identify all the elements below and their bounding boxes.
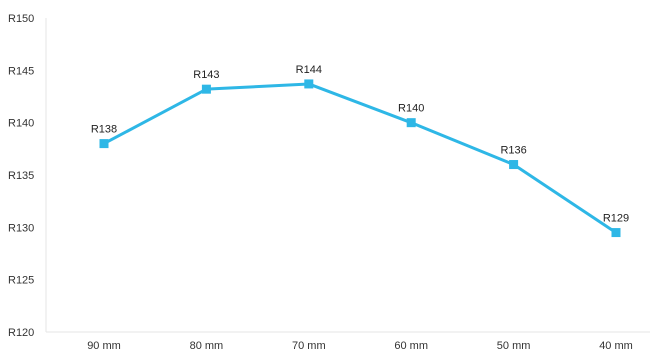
x-tick-label: 80 mm — [190, 340, 224, 352]
y-axis: R120 R125 R130 R135 R140 R145 R150 — [8, 13, 47, 339]
data-point-marker — [509, 160, 519, 170]
x-axis: 90 mm 80 mm 70 mm 60 mm 50 mm 40 mm — [46, 331, 650, 352]
data-label: R140 — [398, 103, 424, 115]
y-tick-label: R130 — [8, 222, 34, 234]
data-point-marker — [611, 228, 621, 238]
x-tick-label: 50 mm — [497, 340, 531, 352]
x-tick-label: 40 mm — [599, 340, 633, 352]
data-label: R144 — [296, 64, 322, 76]
x-tick-label: 70 mm — [292, 340, 326, 352]
y-tick-label: R145 — [8, 65, 34, 77]
series — [99, 79, 621, 238]
data-point-marker — [99, 139, 109, 149]
data-point-marker — [201, 84, 211, 94]
data-point-marker — [406, 118, 416, 128]
y-tick-label: R120 — [8, 327, 34, 339]
data-label: R143 — [193, 69, 219, 81]
data-point-marker — [304, 79, 314, 89]
data-labels: R138 R143 R144 R140 R136 R129 — [91, 64, 629, 225]
data-label: R138 — [91, 124, 117, 136]
y-tick-label: R140 — [8, 118, 34, 130]
series-line — [103, 82, 617, 234]
data-label: R129 — [603, 213, 629, 225]
x-tick-label: 90 mm — [87, 340, 121, 352]
y-tick-label: R125 — [8, 275, 34, 287]
x-tick-label: 60 mm — [394, 340, 428, 352]
data-label: R136 — [500, 145, 526, 157]
y-tick-label: R150 — [8, 13, 34, 25]
y-tick-label: R135 — [8, 170, 34, 182]
